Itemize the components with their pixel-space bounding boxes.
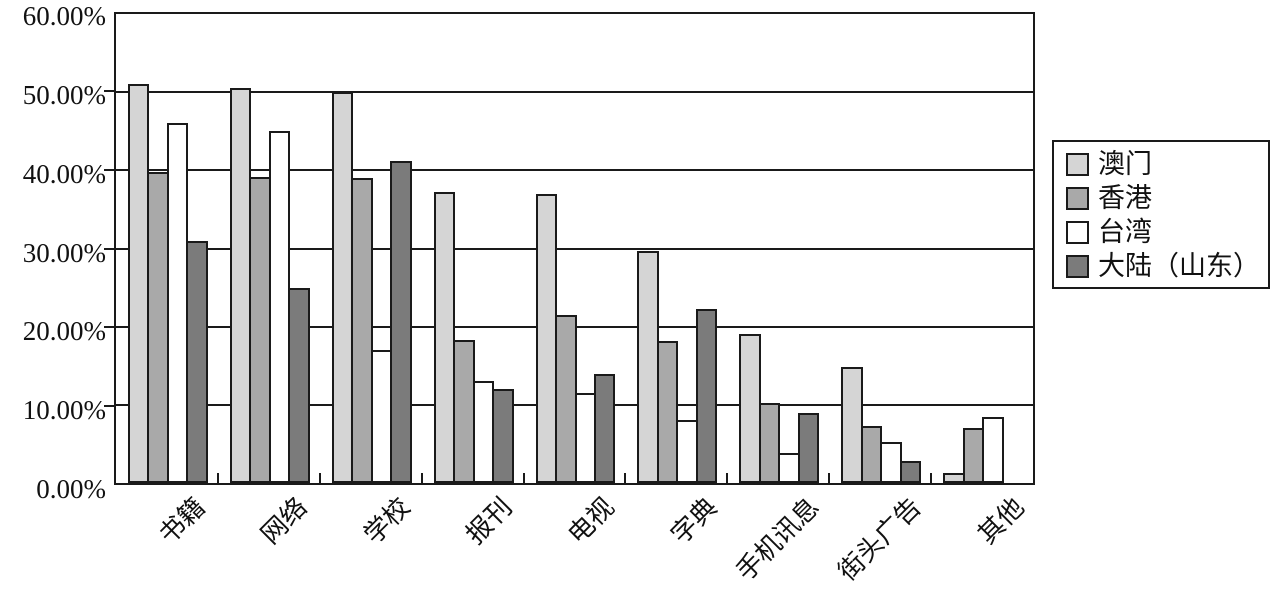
x-axis-label: 学校 [358, 492, 416, 550]
legend-item: 澳门 [1066, 147, 1268, 181]
bar-series0-cat7 [841, 367, 863, 483]
bar-series1-cat1 [249, 176, 271, 483]
bar-series3-cat6 [797, 412, 820, 483]
bar-series2-cat2 [370, 350, 393, 483]
y-axis-label: 0.00% [36, 474, 106, 504]
bar-series1-cat7 [860, 425, 883, 483]
bar-series1-cat8 [962, 428, 985, 483]
legend-item: 大陆（山东） [1066, 249, 1268, 283]
bar-series0-cat5 [637, 250, 659, 483]
bar-series3-cat7 [899, 461, 922, 483]
legend-swatch-series3 [1066, 254, 1089, 278]
gridline [116, 91, 1033, 94]
legend-item: 台湾 [1066, 215, 1268, 249]
x-axis-tick [930, 473, 933, 483]
bar-group [116, 14, 218, 483]
x-axis-tick [828, 473, 831, 483]
y-axis-label: 20.00% [22, 316, 106, 347]
bar-series1-cat5 [656, 340, 679, 483]
y-axis-label: 60.00% [22, 1, 106, 31]
bar-group [320, 14, 422, 483]
x-axis-label: 街头广告 [833, 492, 928, 587]
legend-swatch-series0 [1066, 152, 1089, 176]
x-axis-label: 手机讯息 [730, 492, 825, 587]
legend-label: 澳门 [1098, 149, 1152, 179]
legend-swatch-series2 [1066, 220, 1089, 244]
y-axis-label: 40.00% [22, 158, 106, 189]
bar-series2-cat3 [472, 381, 495, 483]
chart-legend: 澳门香港台湾大陆（山东） [1052, 140, 1270, 289]
x-axis-label: 其他 [972, 492, 1030, 550]
y-axis-tick [104, 168, 114, 171]
x-axis-label: 电视 [563, 492, 621, 550]
bar-series0-cat6 [739, 334, 761, 483]
bar-series3-cat5 [695, 308, 718, 483]
x-axis-label: 网络 [256, 492, 314, 550]
bar-series0-cat0 [128, 84, 150, 483]
bar-group [422, 14, 524, 483]
bar-series1-cat3 [453, 339, 475, 483]
bar-series3-cat0 [186, 240, 208, 483]
bar-series3-cat3 [492, 389, 514, 483]
bar-series2-cat8 [982, 416, 1004, 483]
y-axis-tick [104, 326, 114, 329]
y-axis-label: 50.00% [22, 79, 106, 110]
y-axis-label: 30.00% [22, 237, 106, 268]
legend-label: 台湾 [1098, 217, 1152, 247]
bar-group [727, 14, 829, 483]
bar-series2-cat1 [268, 131, 291, 483]
bar-series0-cat3 [433, 192, 456, 483]
x-axis-tick [216, 473, 219, 483]
bar-group [524, 14, 626, 483]
x-axis-tick [624, 473, 627, 483]
bar-series1-cat4 [555, 314, 577, 483]
bar-series1-cat6 [758, 402, 781, 483]
legend-item: 香港 [1066, 181, 1268, 215]
bar-series1-cat0 [147, 171, 169, 483]
plot-area [114, 12, 1035, 485]
bar-series2-cat5 [676, 420, 698, 483]
bar-groups [116, 14, 1033, 483]
bar-series0-cat1 [229, 88, 252, 483]
gridline [116, 169, 1033, 172]
bar-series3-cat4 [593, 373, 616, 483]
x-axis-tick [726, 473, 729, 483]
y-axis-label: 10.00% [22, 395, 106, 426]
legend-label: 香港 [1098, 183, 1152, 213]
x-axis-tick [420, 473, 423, 483]
bar-group [829, 14, 931, 483]
bar-series0-cat8 [943, 472, 965, 483]
bar-series0-cat2 [331, 92, 354, 483]
y-axis-tick [104, 89, 114, 92]
x-axis-label: 报刊 [460, 492, 518, 550]
legend-swatch-series1 [1066, 186, 1089, 210]
bar-series1-cat2 [351, 178, 373, 483]
bar-series2-cat6 [778, 453, 800, 483]
x-axis-label: 书籍 [153, 492, 211, 550]
bar-series2-cat4 [574, 393, 596, 483]
bar-group [931, 14, 1033, 483]
x-axis-tick [318, 473, 321, 483]
y-axis-tick [104, 405, 114, 408]
gridline [116, 247, 1033, 250]
bar-series3-cat1 [288, 287, 310, 483]
bar-series0-cat4 [535, 193, 558, 483]
bar-group [625, 14, 727, 483]
x-axis-label: 字典 [665, 492, 723, 550]
legend-label: 大陆（山东） [1098, 251, 1260, 281]
bar-group [218, 14, 320, 483]
bar-series2-cat7 [880, 442, 902, 483]
bar-series3-cat2 [390, 160, 412, 483]
y-axis-tick [104, 247, 114, 250]
x-axis-tick [522, 473, 525, 483]
bar-series2-cat0 [166, 123, 189, 483]
